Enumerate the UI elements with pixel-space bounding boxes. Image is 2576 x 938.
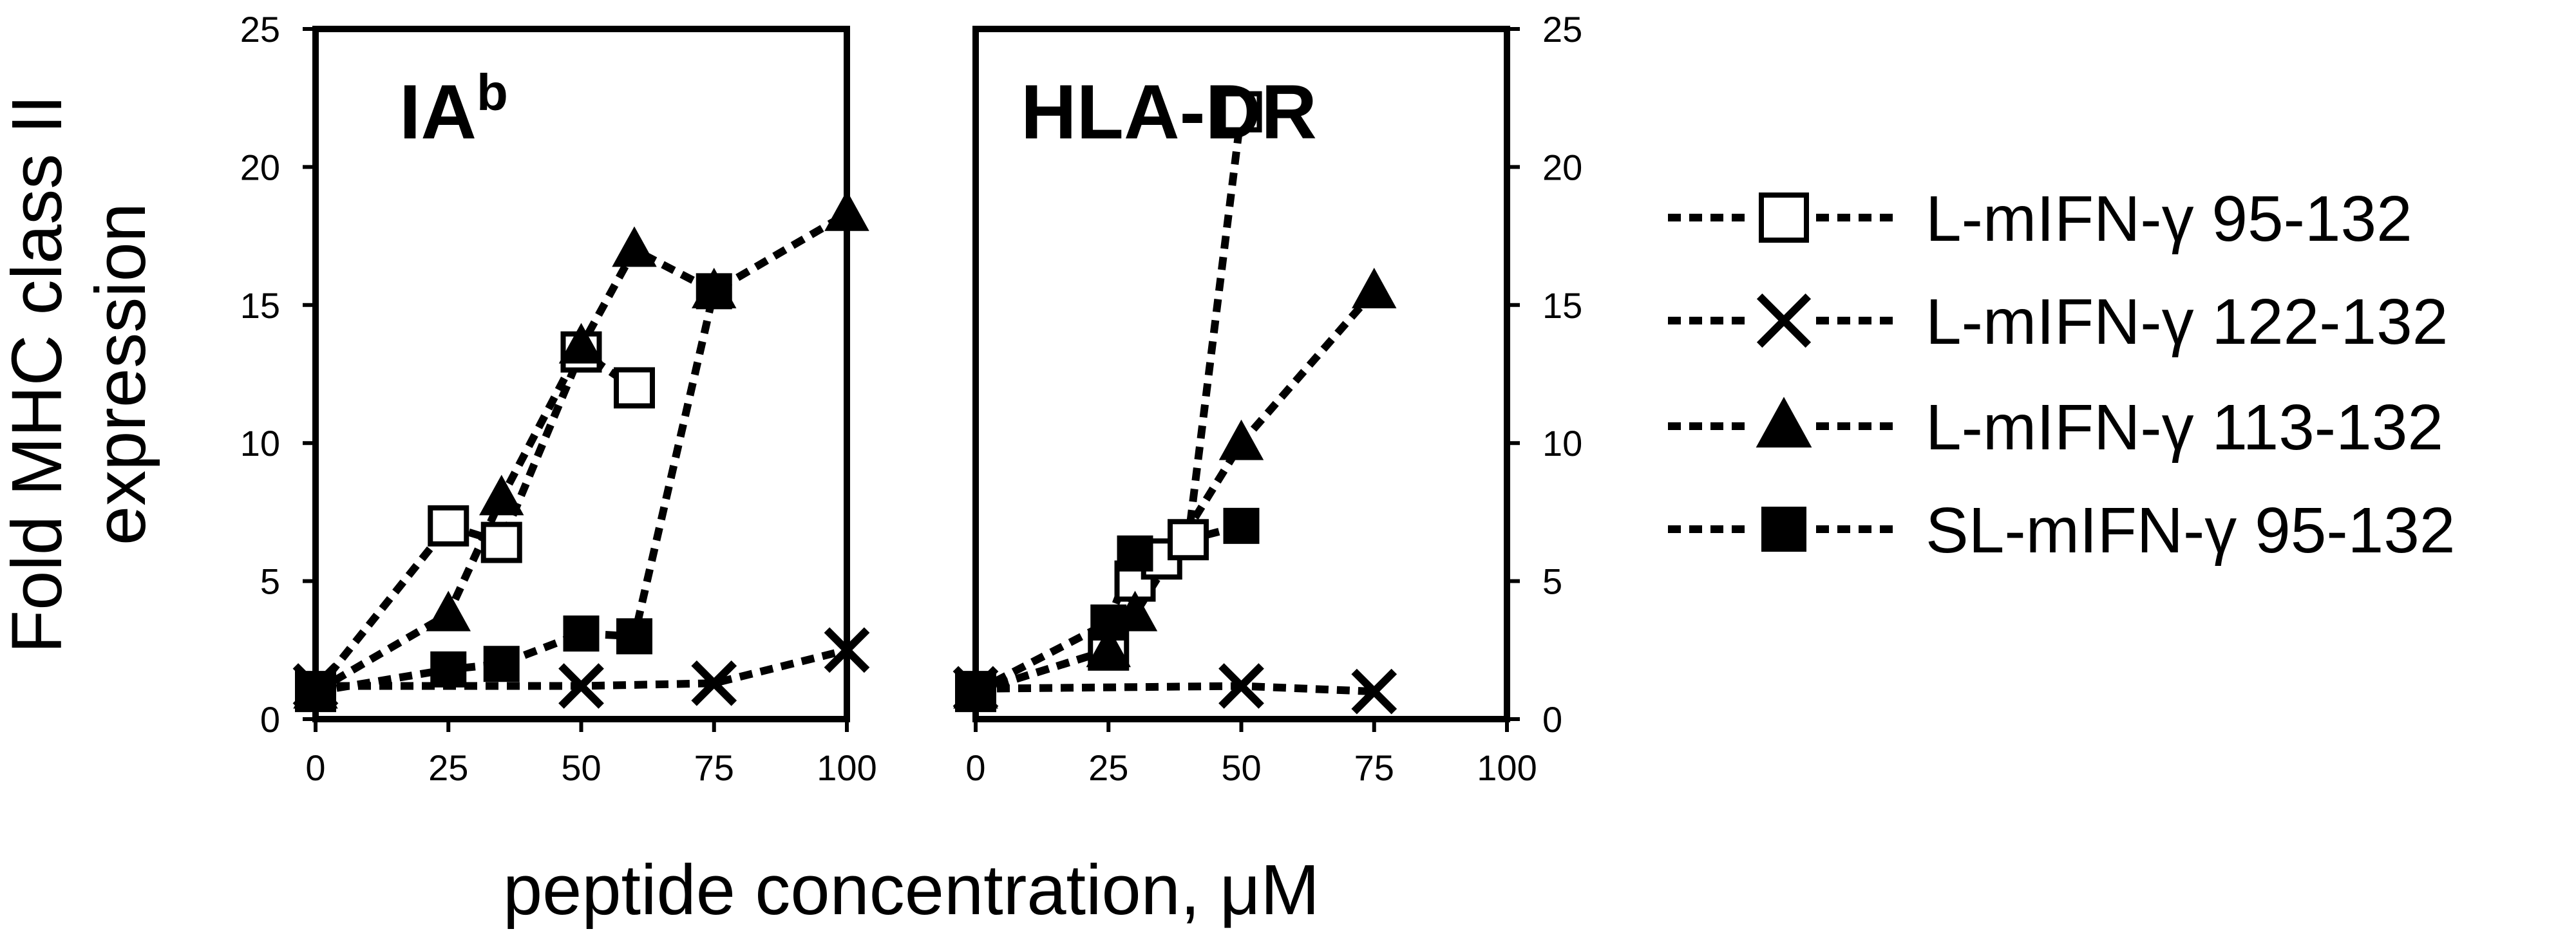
panel-iab: 0 25 50 75 100 0 5 10 15 20 25 IAb [240,9,877,788]
data-point [298,673,334,710]
data-point [563,615,600,652]
y-tick-label: 25 [240,9,280,50]
data-point [824,190,869,231]
series-line [315,290,718,696]
data-point [1168,519,1209,561]
y-tick-label: 20 [240,147,280,187]
y-tick-label: 10 [1542,423,1582,464]
legend-marker [1761,507,1806,552]
data-point [1352,267,1397,308]
legend-entry: L-mIFN-γ 122-132 [1668,286,2448,358]
legend-entry: L-mIFN-γ 95-132 [1668,183,2412,255]
data-point [558,663,604,709]
legend-marker [1756,397,1812,448]
legend-label: L-mIFN-γ 113-132 [1926,391,2443,464]
y-tick-label: 0 [260,699,280,740]
data-point [1090,604,1127,641]
data-point [1218,419,1264,460]
x-tick-label: 100 [1477,747,1537,788]
y-tick-label: 0 [1542,699,1562,740]
data-point [696,273,732,310]
data-point [479,474,524,516]
data-point [426,590,471,632]
legend-marker [1756,293,1812,348]
series-line [975,682,1374,696]
data-point [558,323,604,364]
x-tick-label: 100 [817,747,876,788]
legend-entry: L-mIFN-γ 113-132 [1668,391,2443,464]
data-point [616,618,652,655]
x-tick-label: 75 [1354,747,1394,788]
y-tick-label: 15 [1542,285,1582,326]
data-point [1086,626,1131,668]
x-axis-title: peptide concentration, μM [503,850,1320,930]
legend-marker [1759,192,1809,243]
data-point [614,367,655,409]
legend-label: SL-mIFN-γ 95-132 [1926,494,2455,567]
y-tick-label: 5 [1542,561,1562,602]
data-point [483,646,520,682]
data-point [612,226,657,267]
legend-label: L-mIFN-γ 95-132 [1926,183,2412,255]
y-tick-label: 5 [260,561,280,602]
x-tick-label: 25 [428,747,468,788]
series-line [974,288,1378,695]
x-tick-label: 50 [561,747,601,788]
panel-title-superscript: b [477,64,508,121]
y-tick-label: 25 [1542,9,1582,50]
legend-entry: SL-mIFN-γ 95-132 [1668,494,2455,567]
x-tick-label: 75 [694,747,734,788]
x-tick-label: 0 [305,747,325,788]
data-point [691,660,737,706]
y-tick-label: 20 [1542,147,1582,187]
legend: L-mIFN-γ 95-132 L-mIFN-γ 122-132 L-mIFN-γ … [1668,183,2455,567]
y-axis-title-line1: Fold MHC class II [0,95,77,653]
data-point [430,651,467,688]
data-point [824,627,870,673]
data-point [1220,91,1262,133]
data-point [1117,535,1153,572]
x-tick-label: 0 [965,747,985,788]
x-tick-label: 25 [1088,747,1128,788]
y-tick-label: 10 [240,423,280,464]
x-tick-label: 50 [1221,747,1261,788]
data-point [428,505,469,547]
data-point [1223,507,1260,544]
data-point [1218,663,1264,709]
data-point [480,521,522,563]
data-point [1351,668,1397,715]
panel-title: HLA-DR [1021,69,1317,155]
data-point [958,673,994,710]
panel-title: IAb [399,64,508,156]
y-axis-title-line2: expression [81,203,160,545]
y-tick-label: 15 [240,285,280,326]
legend-label: L-mIFN-γ 122-132 [1926,286,2448,358]
